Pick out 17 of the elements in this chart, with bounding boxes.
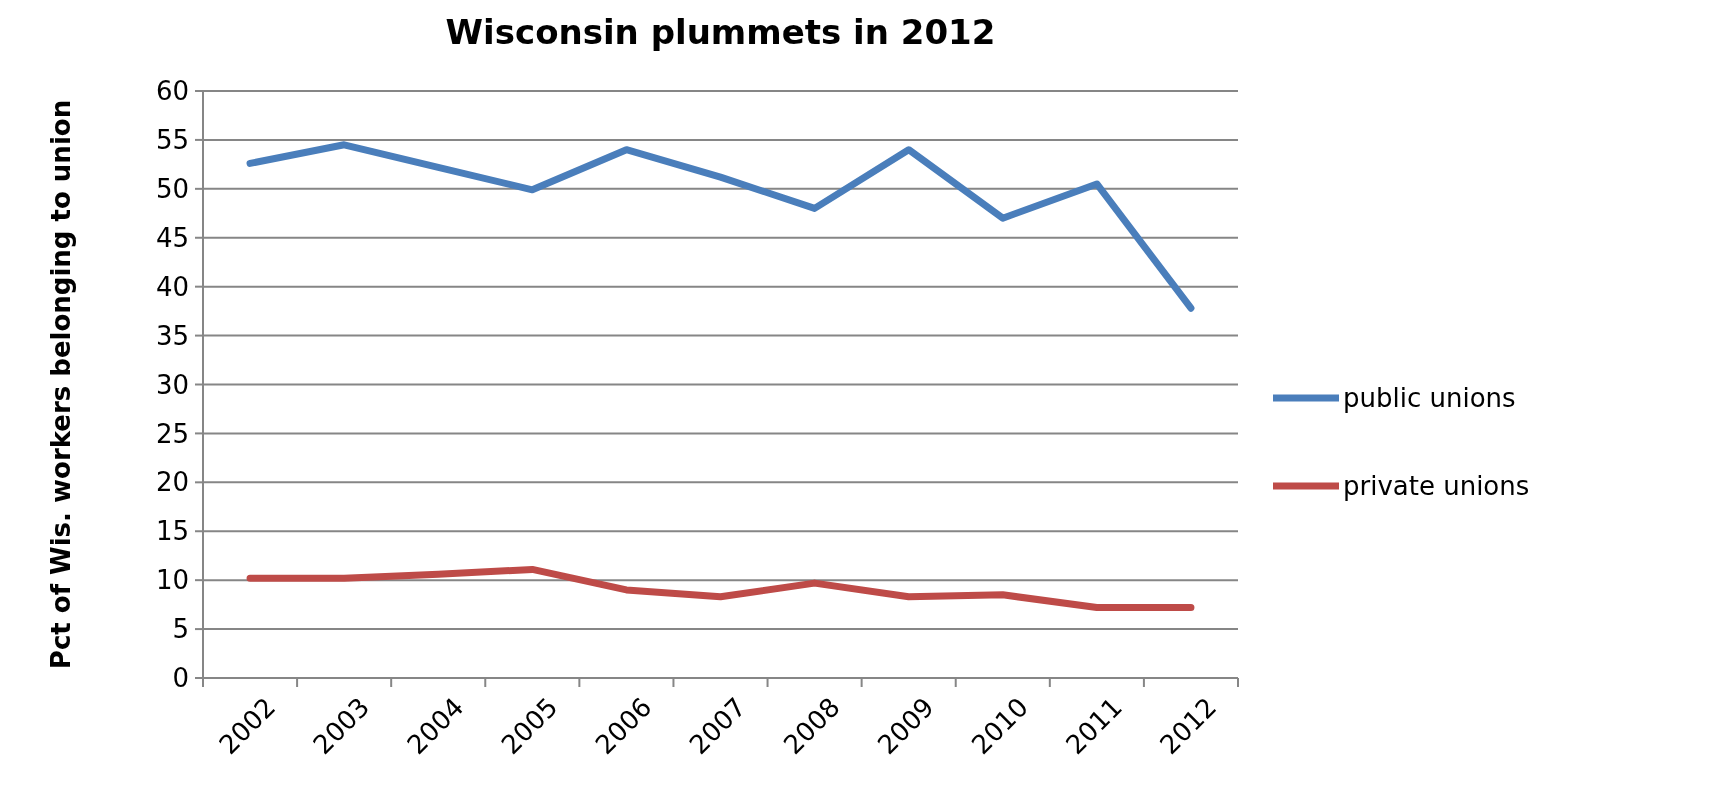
y-tick-label: 25	[155, 418, 189, 449]
y-tick-label: 35	[155, 320, 189, 351]
y-tick-label: 30	[155, 369, 189, 400]
chart-title: Wisconsin plummets in 2012	[445, 12, 996, 52]
y-tick-label: 60	[155, 76, 189, 107]
y-tick-label: 15	[155, 516, 189, 547]
legend-label: private unions	[1343, 471, 1530, 502]
y-tick-label: 5	[172, 614, 189, 645]
y-tick-label: 0	[172, 663, 189, 694]
y-tick-label: 50	[155, 173, 189, 204]
y-tick-label: 20	[155, 467, 189, 498]
y-axis-title: Pct of Wis. workers belonging to union	[46, 99, 76, 670]
y-tick-label: 10	[155, 565, 189, 596]
y-tick-label: 40	[155, 271, 189, 302]
legend-label: public unions	[1343, 383, 1516, 414]
y-tick-label: 45	[155, 222, 189, 253]
y-tick-label: 55	[155, 125, 189, 156]
